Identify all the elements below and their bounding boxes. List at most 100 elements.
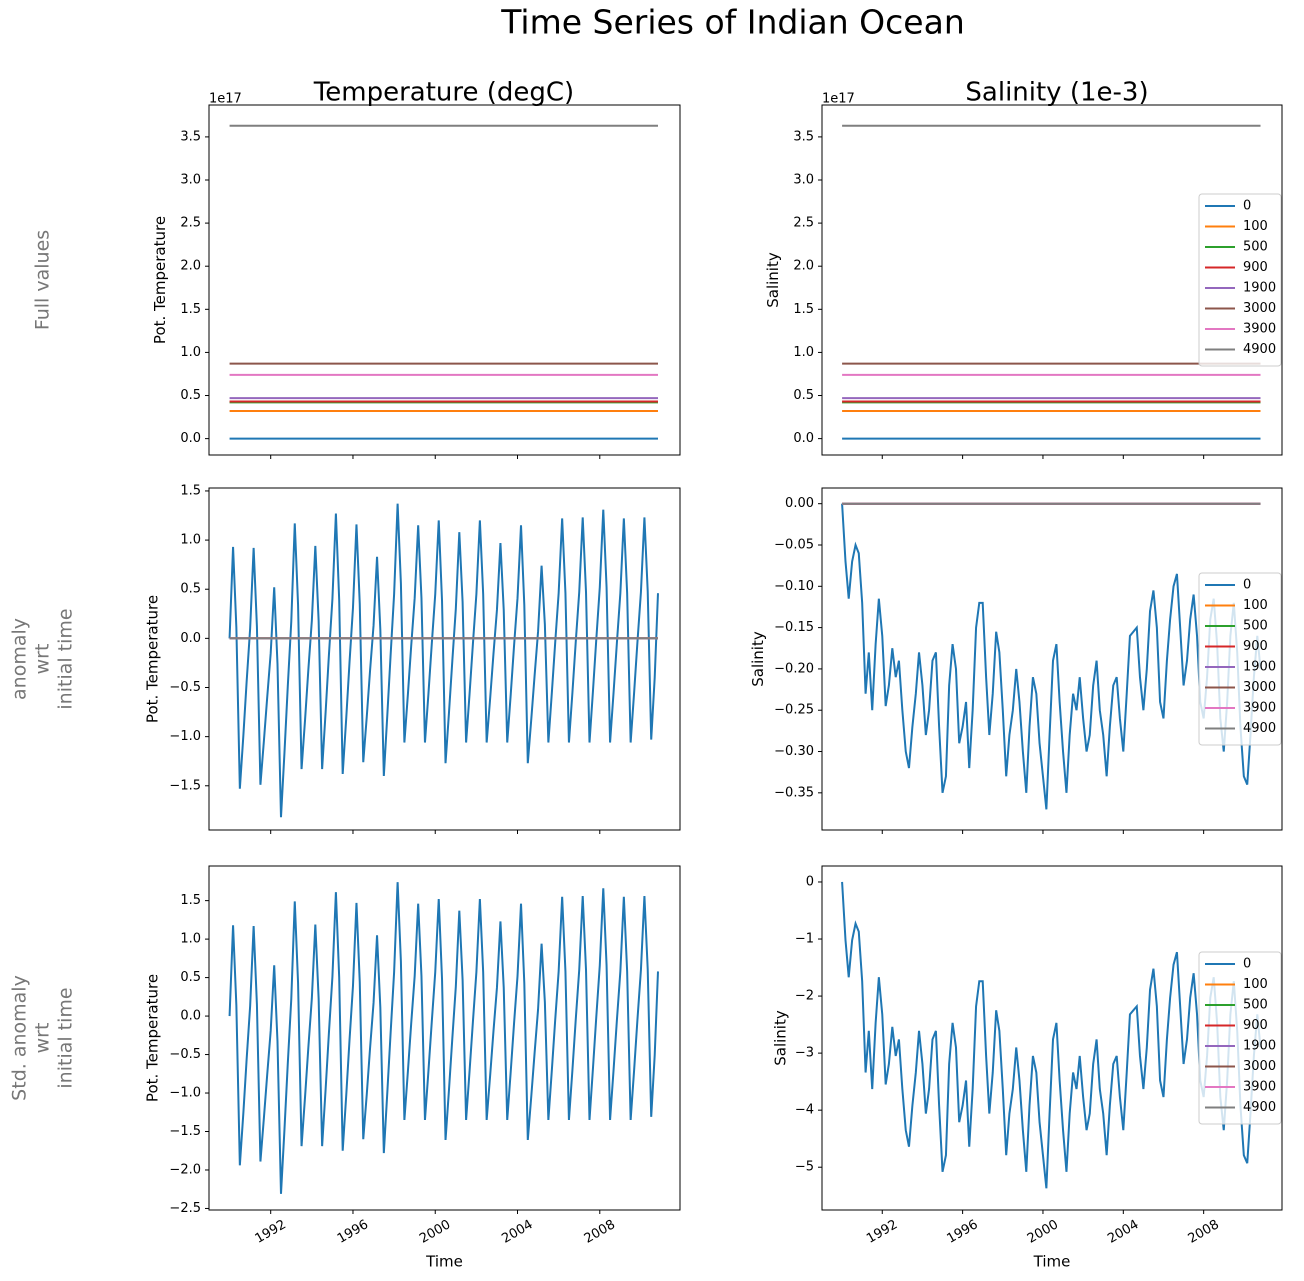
- legend-label: 3900: [1243, 701, 1276, 716]
- series-line: [841, 881, 1262, 1189]
- y-tick-label: 0.00: [785, 496, 814, 511]
- axes-frame: [821, 487, 1283, 831]
- legend-label: 500: [1243, 619, 1268, 634]
- series-line: [841, 503, 1262, 810]
- x-tick-label: 2004: [499, 1217, 535, 1247]
- legend-label: 4900: [1243, 342, 1276, 357]
- y-offset-label: 1e17: [822, 92, 855, 107]
- column-title: Salinity (1e-3): [965, 78, 1148, 108]
- y-tick-label: 1.5: [180, 483, 201, 498]
- y-tick-label: 3.5: [793, 129, 814, 144]
- legend-label: 3000: [1243, 1059, 1276, 1074]
- y-tick-label: −0.5: [169, 680, 201, 695]
- x-tick-label: 1996: [335, 1217, 371, 1247]
- legend-label: 0: [1243, 957, 1251, 972]
- y-tick-label: 1.0: [180, 932, 201, 947]
- y-tick-label: 0.0: [180, 1009, 201, 1024]
- legend-label: 4900: [1243, 721, 1276, 736]
- row-label: Full values: [32, 230, 54, 330]
- y-tick-label: 2.5: [793, 216, 814, 231]
- axes: −2.5 −2.0 −1.5 −1.0 −0.5 0.0 0.5 1.0 1.5 Pot. Tem…: [144, 865, 681, 1271]
- y-tick-label: −5: [795, 1160, 814, 1175]
- y-tick-label: 3.0: [180, 173, 201, 188]
- column-title: Temperature (degC): [313, 78, 574, 108]
- row-label: Std. anomaly: [9, 975, 31, 1101]
- y-tick-label: −0.25: [774, 703, 814, 718]
- y-tick-label: 0.5: [793, 388, 814, 403]
- y-axis-label: Salinity: [772, 1010, 790, 1066]
- legend-label: 4900: [1243, 1100, 1276, 1115]
- x-axis-label: Time: [425, 1253, 463, 1271]
- y-tick-label: −3: [795, 1046, 814, 1061]
- x-tick-label: 1992: [864, 1217, 900, 1247]
- y-tick-label: −0.5: [169, 1047, 201, 1062]
- y-tick-label: −0.30: [774, 744, 814, 759]
- legend-label: 100: [1243, 977, 1268, 992]
- axes: 0.0 0.5 1.0 1.5 2.0 2.5 3.0 3.5 1e17 Pot. Tempera…: [151, 92, 681, 459]
- y-axis-label: Pot. Temperature: [151, 216, 169, 344]
- legend-box: [1198, 951, 1282, 1125]
- y-tick-label: −0.15: [774, 620, 814, 635]
- legend-label: 3900: [1243, 1080, 1276, 1095]
- y-tick-label: 3.5: [180, 129, 201, 144]
- x-tick-label: 2008: [582, 1217, 618, 1247]
- legend-label: 100: [1243, 598, 1268, 613]
- y-tick-label: 0.5: [180, 582, 201, 597]
- y-tick-label: −2.5: [169, 1201, 201, 1216]
- legend-label: 3000: [1243, 301, 1276, 316]
- legend-label: 900: [1243, 639, 1268, 654]
- axes-frame: [208, 865, 681, 1211]
- y-tick-label: 0.5: [180, 970, 201, 985]
- row-label: wrt: [32, 644, 54, 675]
- x-tick-label: 1992: [253, 1217, 289, 1247]
- axes: −5 −4 −3 −2 −1 0 Salinity 1992 1996 2000 2004 2008 T…: [772, 865, 1283, 1271]
- x-tick-label: 1996: [945, 1217, 981, 1247]
- y-tick-label: 1.0: [793, 345, 814, 360]
- legend-label: 100: [1243, 219, 1268, 234]
- axes-frame: [208, 487, 681, 831]
- y-tick-label: −0.35: [774, 785, 814, 800]
- y-tick-label: −4: [795, 1103, 814, 1118]
- row-label: initial time: [55, 987, 77, 1088]
- axes-frame: [821, 865, 1283, 1211]
- y-tick-label: 1.5: [793, 302, 814, 317]
- y-tick-label: −2.0: [169, 1162, 201, 1177]
- y-tick-label: −1.0: [169, 1086, 201, 1101]
- y-axis-label: Pot. Temperature: [144, 595, 162, 723]
- y-tick-label: 1.5: [180, 893, 201, 908]
- legend-label: 900: [1243, 260, 1268, 275]
- legend-label: 500: [1243, 240, 1268, 255]
- axes: −1.5 −1.0 −0.5 0.0 0.5 1.0 1.5 Pot. Temperature: [144, 483, 681, 834]
- legend-label: 1900: [1243, 281, 1276, 296]
- x-tick-label: 2008: [1186, 1217, 1222, 1247]
- y-tick-label: 0: [806, 874, 814, 889]
- series-line: [228, 503, 659, 818]
- y-tick-label: −1.5: [169, 778, 201, 793]
- legend-box: [1198, 193, 1282, 367]
- legend-label: 900: [1243, 1018, 1268, 1033]
- legend: 0 100 500 900 1900 3000 3900 4900: [1198, 572, 1282, 746]
- legend-label: 1900: [1243, 660, 1276, 675]
- y-tick-label: −0.10: [774, 579, 814, 594]
- y-offset-label: 1e17: [209, 92, 242, 107]
- legend-label: 3900: [1243, 322, 1276, 337]
- y-tick-label: 2.5: [180, 216, 201, 231]
- row-label: initial time: [55, 608, 77, 709]
- x-tick-label: 2000: [1025, 1217, 1061, 1247]
- axes-frame: [821, 104, 1283, 456]
- y-tick-label: −0.20: [774, 661, 814, 676]
- row-label: wrt: [32, 1023, 54, 1054]
- y-tick-label: −1: [795, 932, 814, 947]
- row-label: anomaly: [9, 618, 31, 700]
- legend-label: 500: [1243, 998, 1268, 1013]
- legend-label: 0: [1243, 578, 1251, 593]
- figure-title: Time Series of Indian Ocean: [500, 3, 964, 42]
- y-tick-label: 0.0: [180, 631, 201, 646]
- y-axis-label: Salinity: [749, 631, 767, 687]
- y-tick-label: 1.0: [180, 345, 201, 360]
- y-tick-label: 0.0: [180, 431, 201, 446]
- y-axis-label: Salinity: [764, 252, 782, 308]
- x-tick-label: 2004: [1105, 1217, 1141, 1247]
- y-tick-label: 0.5: [180, 388, 201, 403]
